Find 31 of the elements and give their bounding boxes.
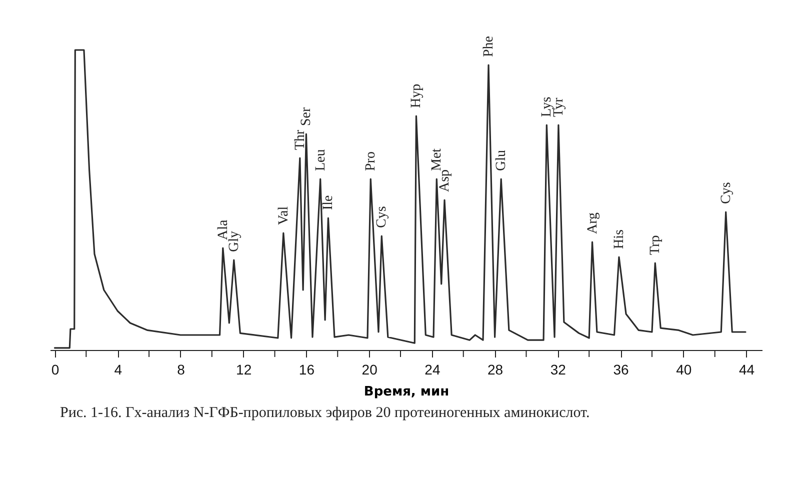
annotation: Thr xyxy=(292,129,308,150)
x-tick-label: 44 xyxy=(738,362,755,378)
x-tick-label: 36 xyxy=(613,362,630,378)
annotation: Ser xyxy=(299,107,314,126)
annotation: Cys xyxy=(374,206,390,228)
annotation: Met xyxy=(430,148,445,171)
x-tick-label: 12 xyxy=(236,362,252,378)
x-tick-label: 4 xyxy=(114,362,122,378)
annotation: Pro xyxy=(364,152,379,171)
annotation: His xyxy=(612,230,627,249)
annotation: Ile xyxy=(321,195,336,210)
x-tick-label: 28 xyxy=(488,362,504,378)
x-tick-label: 40 xyxy=(676,362,692,378)
annotation: Leu xyxy=(313,149,328,171)
annotation: Trp xyxy=(648,235,664,255)
text: Рис. 1-16. Гх-анализ N-ГФБ-пропиловых эфиров 20 протеиногенных аминокислот. xyxy=(60,404,591,423)
annotation: Arg xyxy=(585,212,600,234)
annotation: Glu xyxy=(494,150,510,171)
annotation: Lys xyxy=(540,96,555,117)
x-tick-label: 20 xyxy=(362,362,378,378)
x-tick-label: 8 xyxy=(177,362,186,378)
x-axis-title: Время, мин xyxy=(364,384,450,400)
annotation: Phe xyxy=(482,36,497,57)
annotation: Hyp xyxy=(409,84,424,108)
x-tick-label: 24 xyxy=(424,362,440,378)
annotation: Cys xyxy=(718,182,734,204)
annotation: Val xyxy=(276,206,292,225)
x-tick-label: 32 xyxy=(550,362,566,378)
annotation: Asp xyxy=(438,169,453,192)
x-tick-label: 0 xyxy=(51,362,60,378)
x-tick-label: 16 xyxy=(298,362,315,378)
